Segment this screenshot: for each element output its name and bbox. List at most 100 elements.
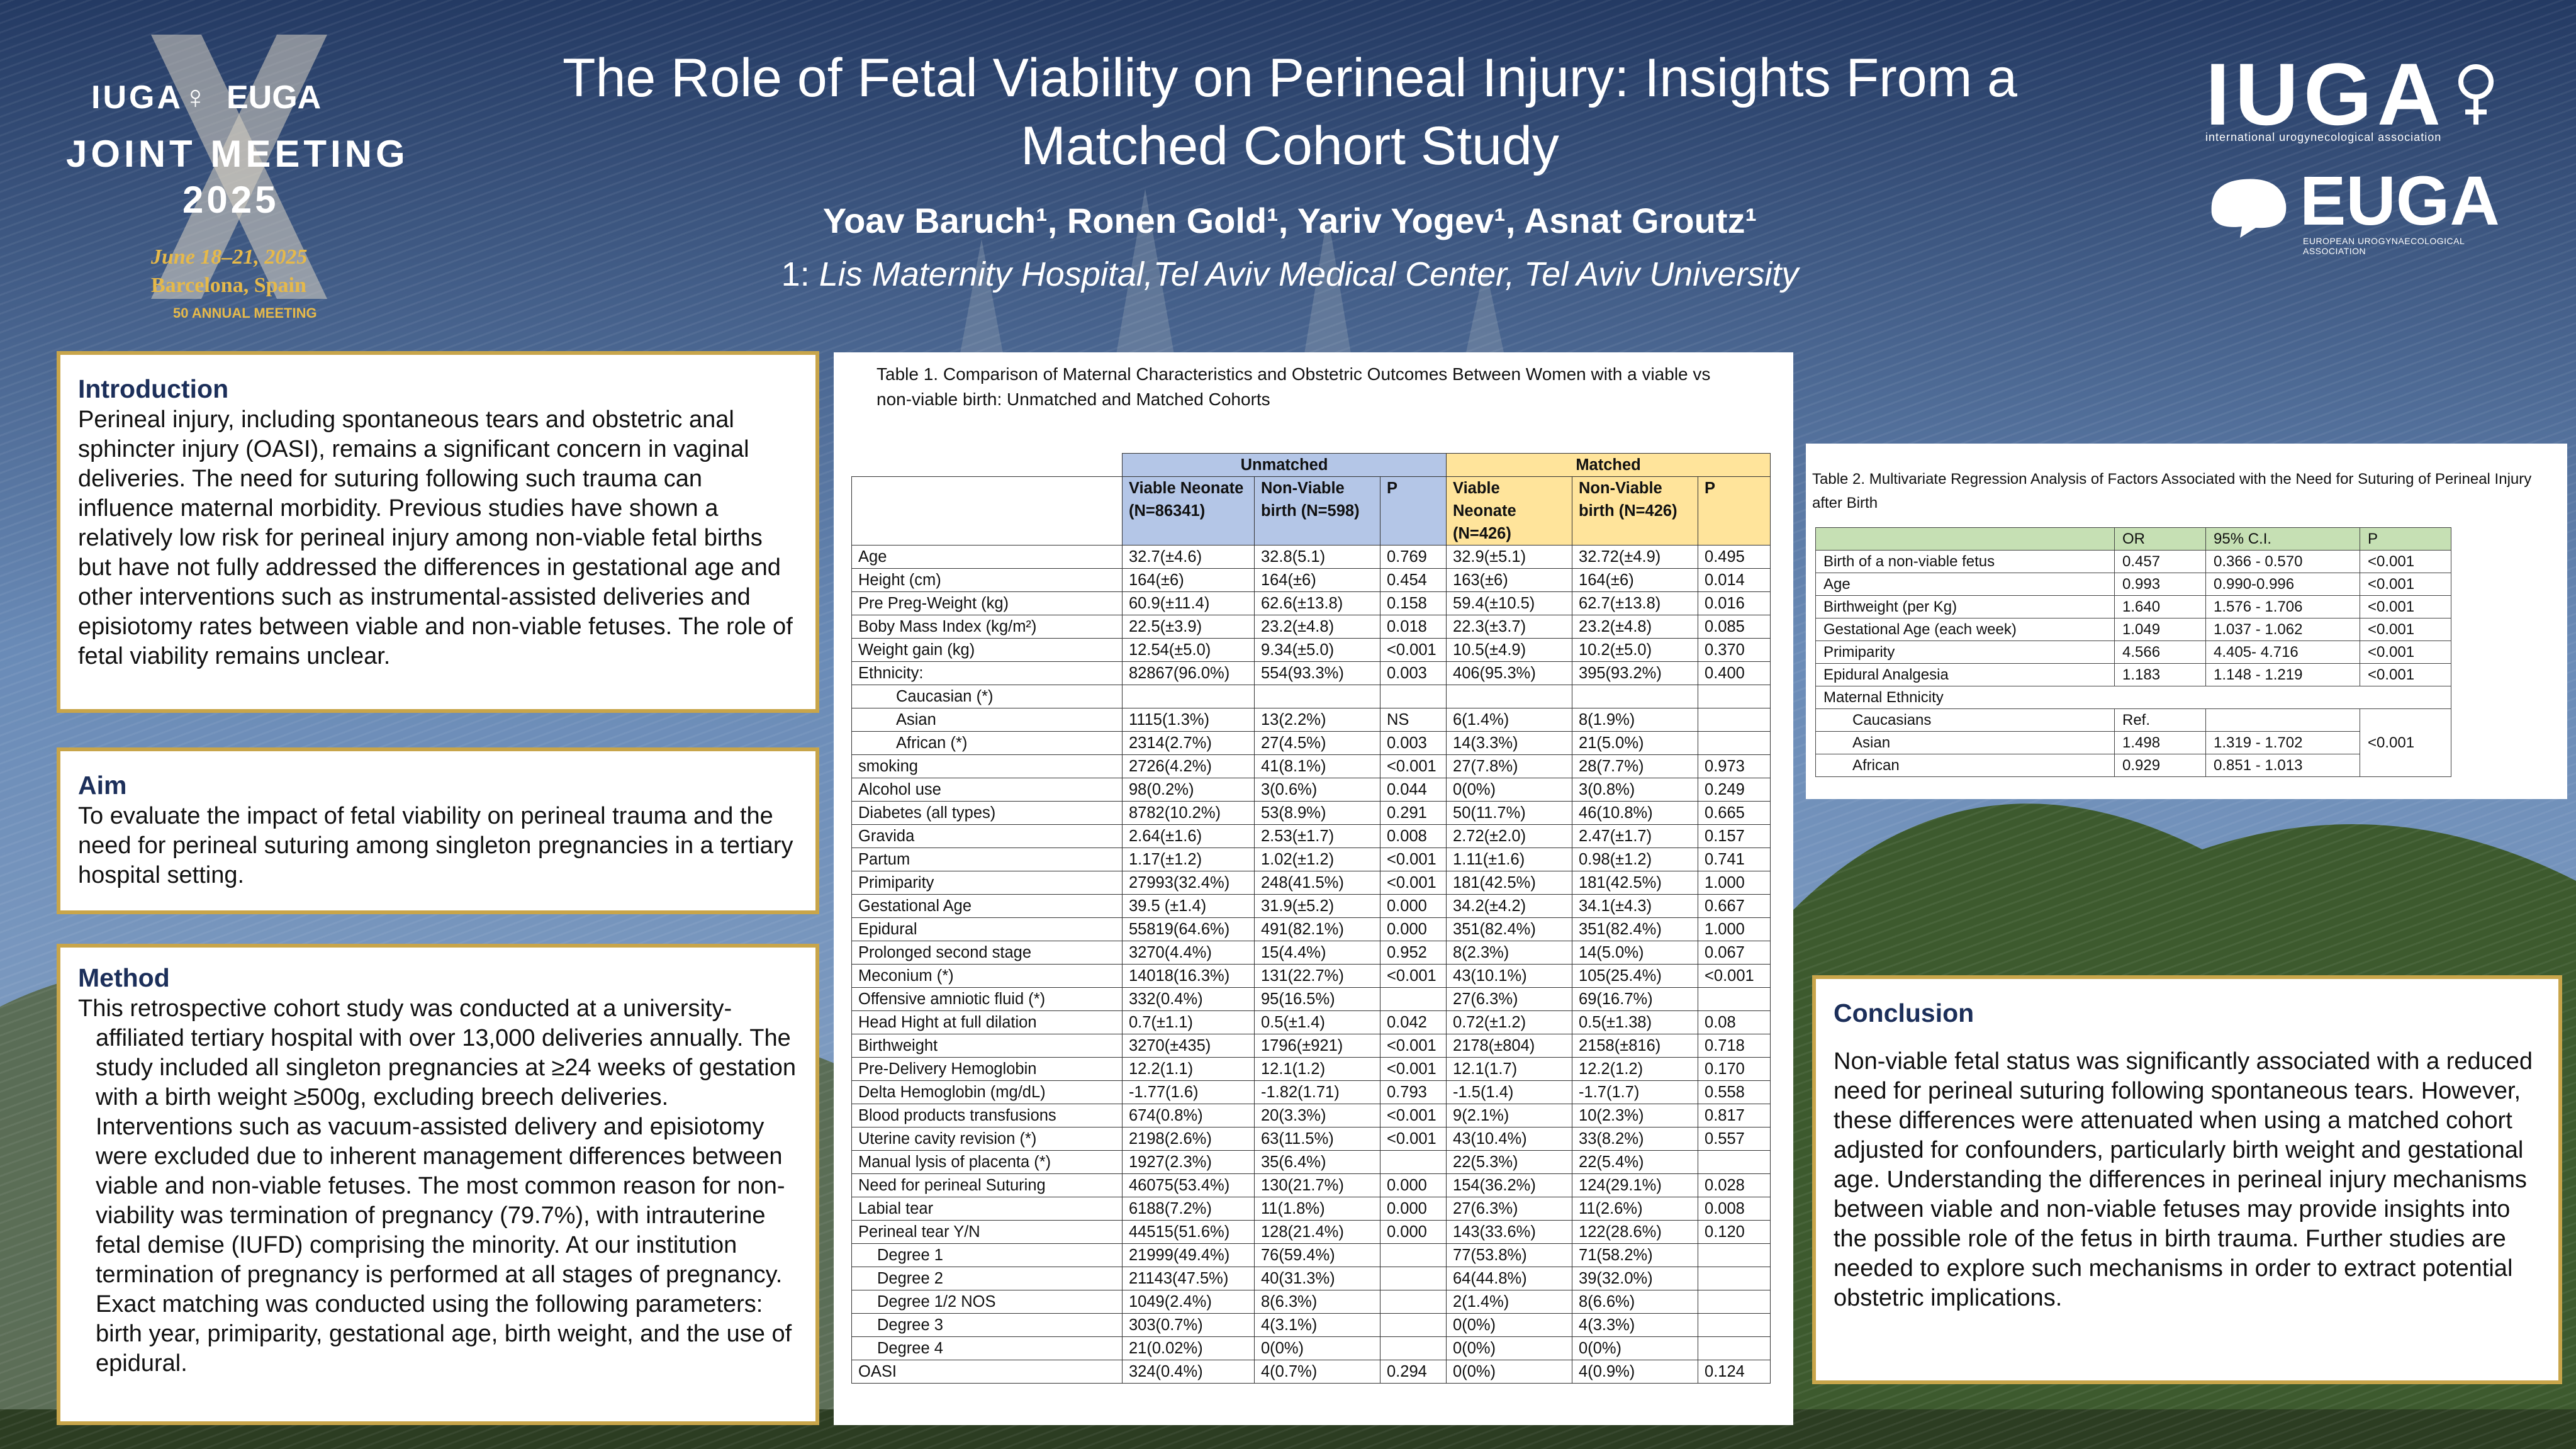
table1-cell-p: [1379, 1336, 1447, 1360]
table2-eth-ci: 0.851 - 1.013: [2205, 754, 2360, 777]
table1-row: OASI 324(0.4%) 4(0.7%) 0.294 0(0%) 4(0.9%) 0.1…: [851, 1360, 1771, 1384]
table2-row: Asian 1.498 1.319 - 1.702: [1815, 731, 2451, 754]
table2-cell-ci: 0.990-0.996: [2205, 573, 2360, 596]
table2-cell-p: <0.001: [2360, 663, 2451, 686]
table1-cell-v: 3270(±435): [1122, 1034, 1255, 1058]
table1-row-label: Asian: [851, 708, 1123, 732]
table1-row-label: smoking: [851, 754, 1123, 778]
table1-cell-mp: 0.008: [1698, 1197, 1771, 1221]
table2-row: Epidural Analgesia 1.183 1.148 - 1.219 <0.0…: [1815, 663, 2451, 686]
table1-cell-p: 0.769: [1379, 545, 1447, 569]
table1-cell-p: [1379, 1243, 1447, 1267]
table1-cell-mp: [1698, 685, 1771, 708]
table1-row-label: Pre-Delivery Hemoglobin: [851, 1057, 1123, 1081]
table1-row-label: Uterine cavity revision (*): [851, 1127, 1123, 1151]
table1-cell-nv: 248(41.5%): [1254, 871, 1380, 895]
table1-cell-mp: 0.667: [1698, 894, 1771, 918]
table1-cell-v: 164(±6): [1122, 568, 1255, 592]
table1-row-label: African (*): [851, 731, 1123, 755]
table1-cell-v: 82867(96.0%): [1122, 661, 1255, 685]
table1-cell-p: 0.291: [1379, 801, 1447, 825]
table2-cell-or: 0.457: [2114, 550, 2206, 573]
table1-cell-nv: 27(4.5%): [1254, 731, 1380, 755]
table1-cell-v: 0.7(±1.1): [1122, 1010, 1255, 1034]
table1-cell-mv: 0(0%): [1446, 1360, 1573, 1384]
table1-row: Offensive amniotic fluid (*) 332(0.4%) 95(…: [851, 987, 1771, 1011]
table1-cell-mv: 2178(±804): [1446, 1034, 1573, 1058]
table1-row-label: Meconium (*): [851, 964, 1123, 988]
table1-cell-nv: 63(11.5%): [1254, 1127, 1380, 1151]
table1-cell-nv: -1.82(1.71): [1254, 1080, 1380, 1104]
table1-cell-mnv: 105(25.4%): [1572, 964, 1699, 988]
table1-row: Uterine cavity revision (*) 2198(2.6%) 63(…: [851, 1127, 1771, 1151]
table1-cell-mv: 27(6.3%): [1446, 987, 1573, 1011]
table1-row-label: Degree 2: [851, 1267, 1123, 1290]
table1-cell-p: [1379, 987, 1447, 1011]
table1-row-label: Blood products transfusions: [851, 1104, 1123, 1127]
table1-cell-nv: 1796(±921): [1254, 1034, 1380, 1058]
table1-cell-p: 0.042: [1379, 1010, 1447, 1034]
table1-cell-p: 0.158: [1379, 591, 1447, 615]
table1-cell-mv: 2.72(±2.0): [1446, 824, 1573, 848]
table1-row: Degree 2 21143(47.5%) 40(31.3%) 64(44.8%) 39…: [851, 1267, 1771, 1290]
table1-cell-v: [1122, 685, 1255, 708]
col-p-matched: P: [1698, 476, 1771, 545]
table1-cell-mv: 6(1.4%): [1446, 708, 1573, 732]
table2-cell-ci: 4.405- 4.716: [2205, 641, 2360, 664]
table1-cell-mnv: 0.5(±1.38): [1572, 1010, 1699, 1034]
euga-mini-logo: EUGA: [227, 79, 322, 116]
table2-cell-label: Epidural Analgesia: [1815, 663, 2115, 686]
aim-box: Aim To evaluate the impact of fetal viab…: [57, 747, 819, 914]
table1-cell-nv: 41(8.1%): [1254, 754, 1380, 778]
table1-cell-v: 14018(16.3%): [1122, 964, 1255, 988]
table1-cell-nv: 76(59.4%): [1254, 1243, 1380, 1267]
col-viable-unmatched: Viable Neonate (N=86341): [1122, 476, 1255, 545]
col-nonviable-matched: Non-Viable birth (N=426): [1572, 476, 1699, 545]
table1-cell-p: <0.001: [1379, 1127, 1447, 1151]
table1-row: Manual lysis of placenta (*) 1927(2.3%) 35…: [851, 1150, 1771, 1174]
table1-cell-mp: 0.028: [1698, 1173, 1771, 1197]
table2-cell-or: 4.566: [2114, 641, 2206, 664]
table2-head-p: P: [2360, 527, 2451, 551]
iuga-subtitle: international urogynecological associati…: [2205, 131, 2442, 143]
table2-cell-or: 1.049: [2114, 618, 2206, 641]
table1-cell-v: 21999(49.4%): [1122, 1243, 1255, 1267]
table1-row: Partum 1.17(±1.2) 1.02(±1.2) <0.001 1.11(±1.…: [851, 848, 1771, 871]
meeting-dates: June 18–21, 2025: [151, 245, 308, 269]
table2-eth-ci: [2205, 708, 2360, 732]
table1-row-label: Diabetes (all types): [851, 801, 1123, 825]
table1-cell-mnv: 33(8.2%): [1572, 1127, 1699, 1151]
table1-row-label: Pre Preg-Weight (kg): [851, 591, 1123, 615]
table1-cell-v: 303(0.7%): [1122, 1313, 1255, 1337]
table1-row-label: Caucasian (*): [851, 685, 1123, 708]
table2-cell-label: Gestational Age (each week): [1815, 618, 2115, 641]
conference-logo: IUGA♀ EUGA JOINT MEETING 2025 June 18–21…: [57, 35, 409, 337]
table1-cell-mv: 0(0%): [1446, 1313, 1573, 1337]
table1-cell-mp: 0.495: [1698, 545, 1771, 569]
euga-subtitle: EUROPEAN UROGYNAECOLOGICAL ASSOCIATION: [2303, 236, 2465, 256]
table1-cell-nv: 23.2(±4.8): [1254, 615, 1380, 639]
table1-row: Diabetes (all types) 8782(10.2%) 53(8.9%) 0…: [851, 801, 1771, 825]
table1-cell-v: 44515(51.6%): [1122, 1220, 1255, 1244]
table1-row-label: Prolonged second stage: [851, 941, 1123, 965]
table1-cell-mp: [1698, 1150, 1771, 1174]
table1-cell-v: 21(0.02%): [1122, 1336, 1255, 1360]
table1-cell-mp: 0.400: [1698, 661, 1771, 685]
table1-cell-nv: 130(21.7%): [1254, 1173, 1380, 1197]
table1-cell-mv: -1.5(1.4): [1446, 1080, 1573, 1104]
table2-eth-p: <0.001: [2360, 708, 2451, 777]
table2-cell-ci: 1.148 - 1.219: [2205, 663, 2360, 686]
table1-cell-nv: 40(31.3%): [1254, 1267, 1380, 1290]
table1-row: Degree 1 21999(49.4%) 76(59.4%) 77(53.8%) 71…: [851, 1243, 1771, 1267]
table1-cell-mp: 0.124: [1698, 1360, 1771, 1384]
table1-row-label: Manual lysis of placenta (*): [851, 1150, 1123, 1174]
table1-cell-v: 55819(64.6%): [1122, 917, 1255, 941]
table2-cell-p: <0.001: [2360, 595, 2451, 618]
table1-cell-nv: 3(0.6%): [1254, 778, 1380, 802]
table1-cell-p: 0.000: [1379, 917, 1447, 941]
table1-cell-v: 27993(32.4%): [1122, 871, 1255, 895]
table1-cell-mv: 43(10.4%): [1446, 1127, 1573, 1151]
table1-cell-p: 0.000: [1379, 1173, 1447, 1197]
table1-cell-p: 0.000: [1379, 1220, 1447, 1244]
table1-cell-p: 0.044: [1379, 778, 1447, 802]
